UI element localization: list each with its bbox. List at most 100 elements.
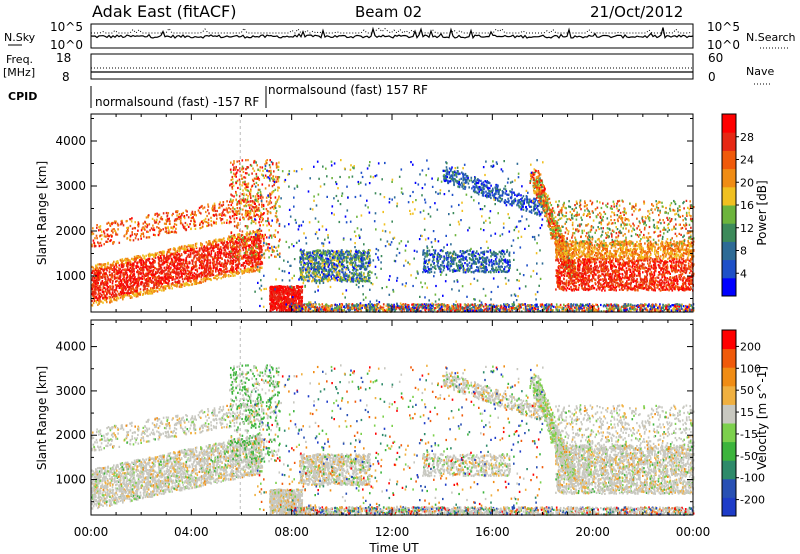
power-cell [246,183,248,186]
cpid-panel: CPID normalsound (fast) 157 RF normalsou… [8,83,428,109]
power-cell [100,271,102,274]
power-cell [113,269,115,272]
power-cell [253,161,255,164]
power-cell [141,275,143,278]
power-cell [159,286,162,289]
power-cell [361,277,364,280]
power-cell [245,186,248,189]
power-cell [169,256,171,259]
power-cell [195,245,198,248]
power-cell [246,254,249,257]
power-cell [336,259,339,262]
power-cell [338,259,341,262]
power-cell [276,288,278,291]
power-cell [145,280,147,283]
power-cell [320,267,323,270]
power-cell [177,279,180,282]
power-cell [276,306,278,309]
power-cell [137,238,140,241]
power-cell [182,268,185,271]
power-cell [249,262,252,265]
power-cell [112,221,114,225]
power-cell [279,205,281,208]
power-cell [264,233,266,236]
power-cell [356,256,358,259]
power-cell [251,254,253,257]
power-cell [188,260,191,263]
power-cell [213,276,215,280]
power-cell [109,222,111,225]
power-cell [158,274,160,277]
power-cell [241,233,243,237]
power-cell [142,285,145,288]
power-cell [257,184,259,187]
power-cell [109,239,111,243]
power-cell [252,167,254,170]
power-cell [104,298,106,302]
power-cell [259,245,261,249]
power-cell [275,166,278,169]
power-cell [279,288,282,292]
power-cell [171,270,174,273]
power-cell [98,271,100,274]
nave-tick-bottom: 0 [708,70,716,84]
power-cell [344,256,346,259]
power-cell [182,280,184,283]
power-cell [298,301,300,304]
power-cell [162,287,165,290]
power-cell [308,274,310,277]
power-cell [241,270,243,274]
power-cell [99,269,101,272]
power-cell [217,269,219,272]
power-cell [109,279,111,282]
power-cell [243,271,245,274]
power-cell [280,296,282,300]
power-cell [367,270,370,274]
power-cell [299,290,301,293]
power-cell [191,252,194,255]
power-cell [270,234,273,237]
power-cell [219,239,221,243]
power-cell [260,229,263,232]
power-cell [354,279,357,283]
power-cell [140,235,142,238]
power-cell [185,257,188,260]
power-cell [151,289,154,292]
power-cell [208,212,210,215]
power-cell [279,304,282,307]
power-cell [213,239,216,242]
power-cell [228,275,230,278]
power-cell [106,240,109,243]
power-cell [94,268,96,271]
power-cell [232,255,234,258]
power-cell [229,239,232,242]
power-cell [196,276,198,280]
power-cell [278,176,281,179]
power-cell [183,272,185,275]
power-cell [248,217,251,220]
power-cell [355,270,357,273]
power-cell [192,259,194,262]
power-cell [198,274,201,278]
power-cell [177,253,180,256]
power-cell [198,259,201,262]
power-cell [160,276,162,279]
power-cell [297,295,299,298]
power-cell [113,265,116,268]
power-cell [92,232,95,235]
power-cell [360,255,362,258]
power-cell [200,205,202,208]
power-cell [273,170,275,173]
power-cell [178,276,181,279]
power-cell [286,292,288,295]
power-cell [169,273,172,276]
power-cell [171,253,173,256]
power-cell [217,244,220,247]
power-cell [322,273,324,276]
power-cell [284,306,286,309]
power-cell [270,224,272,227]
power-cell [210,272,213,275]
power-cell [168,266,170,269]
power-cell [132,286,134,289]
power-cell [139,288,142,291]
